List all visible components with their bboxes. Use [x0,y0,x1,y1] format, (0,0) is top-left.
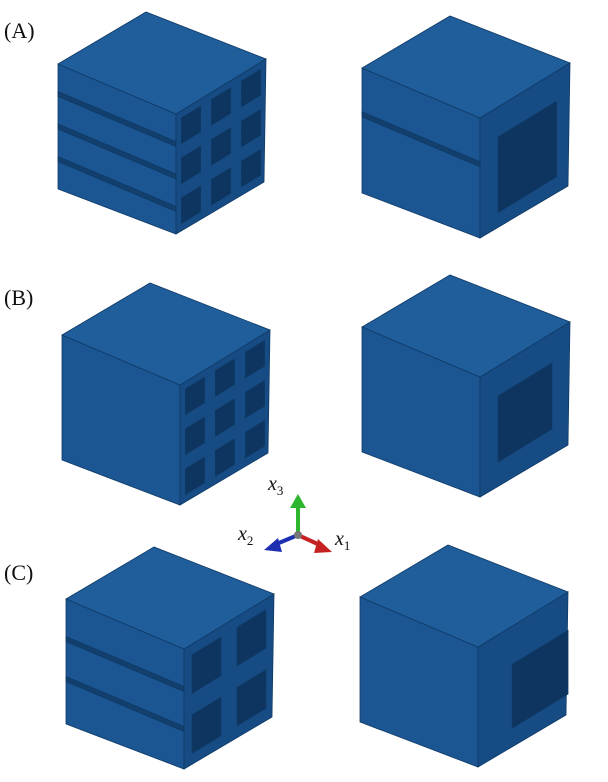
axis-origin [294,531,302,539]
axis-index: 1 [344,538,351,553]
axis-label: x2 [237,523,253,548]
axis-index: 3 [277,483,284,498]
panel-label: (A) [4,18,35,43]
shapes [58,12,570,769]
axis-label: x1 [334,528,350,553]
figure: (A) (B) (C) x3 x2 x1 [0,0,608,782]
axis-symbol: x [267,473,277,495]
panel-label: (C) [4,560,33,585]
arrow-head [264,538,282,552]
panel-label: (B) [4,285,33,310]
axis-symbol: x [237,523,247,545]
arrow-head [290,494,306,508]
axis-symbol: x [334,528,344,550]
axis-triad: x3 x2 x1 [237,473,350,553]
axis-index: 2 [247,533,254,548]
arrow-head [314,539,332,553]
axis-label: x3 [267,473,283,498]
